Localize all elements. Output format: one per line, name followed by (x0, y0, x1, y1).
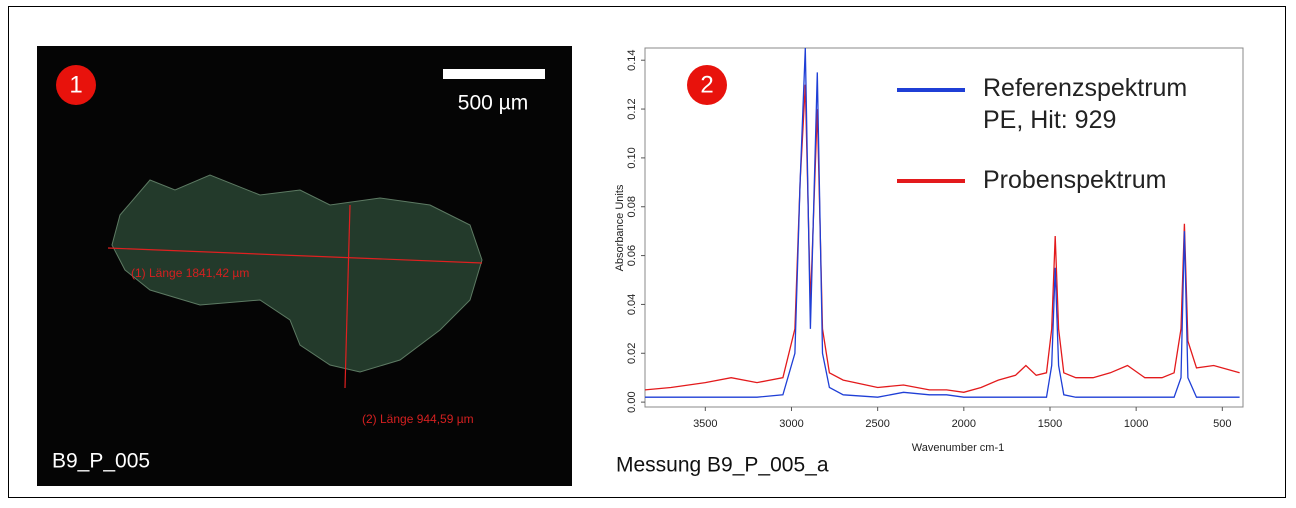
y-tick-label: 0.12 (626, 98, 638, 119)
scale-label: 500 µm (458, 92, 528, 115)
measure-label: (1) Länge 1841,42 µm (131, 266, 249, 280)
measure-label: (2) Länge 944,59 µm (362, 412, 474, 426)
x-tick-label: 2000 (952, 418, 976, 430)
badge (56, 65, 96, 105)
legend-label: Probenspektrum (983, 166, 1167, 194)
caption: Messung B9_P_005_a (616, 454, 829, 477)
particle (111, 174, 483, 373)
y-tick-label: 0.04 (626, 294, 638, 315)
measure-line (344, 204, 351, 389)
photo-label: B9_P_005 (52, 450, 150, 473)
measure-line (107, 247, 483, 264)
y-axis-label: Absorbance Units (614, 184, 626, 271)
x-tick-label: 1000 (1124, 418, 1148, 430)
badge-text: 2 (700, 71, 713, 98)
y-tick-label: 0.08 (626, 196, 638, 217)
spectrum-line (645, 47, 1240, 398)
badge-text: 1 (69, 71, 82, 98)
frame (8, 6, 1286, 498)
x-tick-label: 3500 (693, 418, 717, 430)
badge (687, 65, 727, 105)
y-tick-label: 0.00 (626, 391, 638, 412)
y-tick-label: 0.10 (626, 147, 638, 168)
x-axis-label: Wavenumber cm-1 (912, 442, 1005, 454)
y-tick-label: 0.02 (626, 343, 638, 364)
x-tick-label: 2500 (865, 418, 889, 430)
plot-frame (644, 47, 1244, 408)
scale-bar (443, 69, 545, 79)
x-tick-label: 500 (1213, 418, 1231, 430)
y-tick-label: 0.06 (626, 245, 638, 266)
legend-label: Referenzspektrum PE, Hit: 929 (983, 74, 1188, 134)
x-tick-label: 3000 (779, 418, 803, 430)
x-tick-label: 1500 (1038, 418, 1062, 430)
y-tick-label: 0.14 (626, 49, 638, 70)
